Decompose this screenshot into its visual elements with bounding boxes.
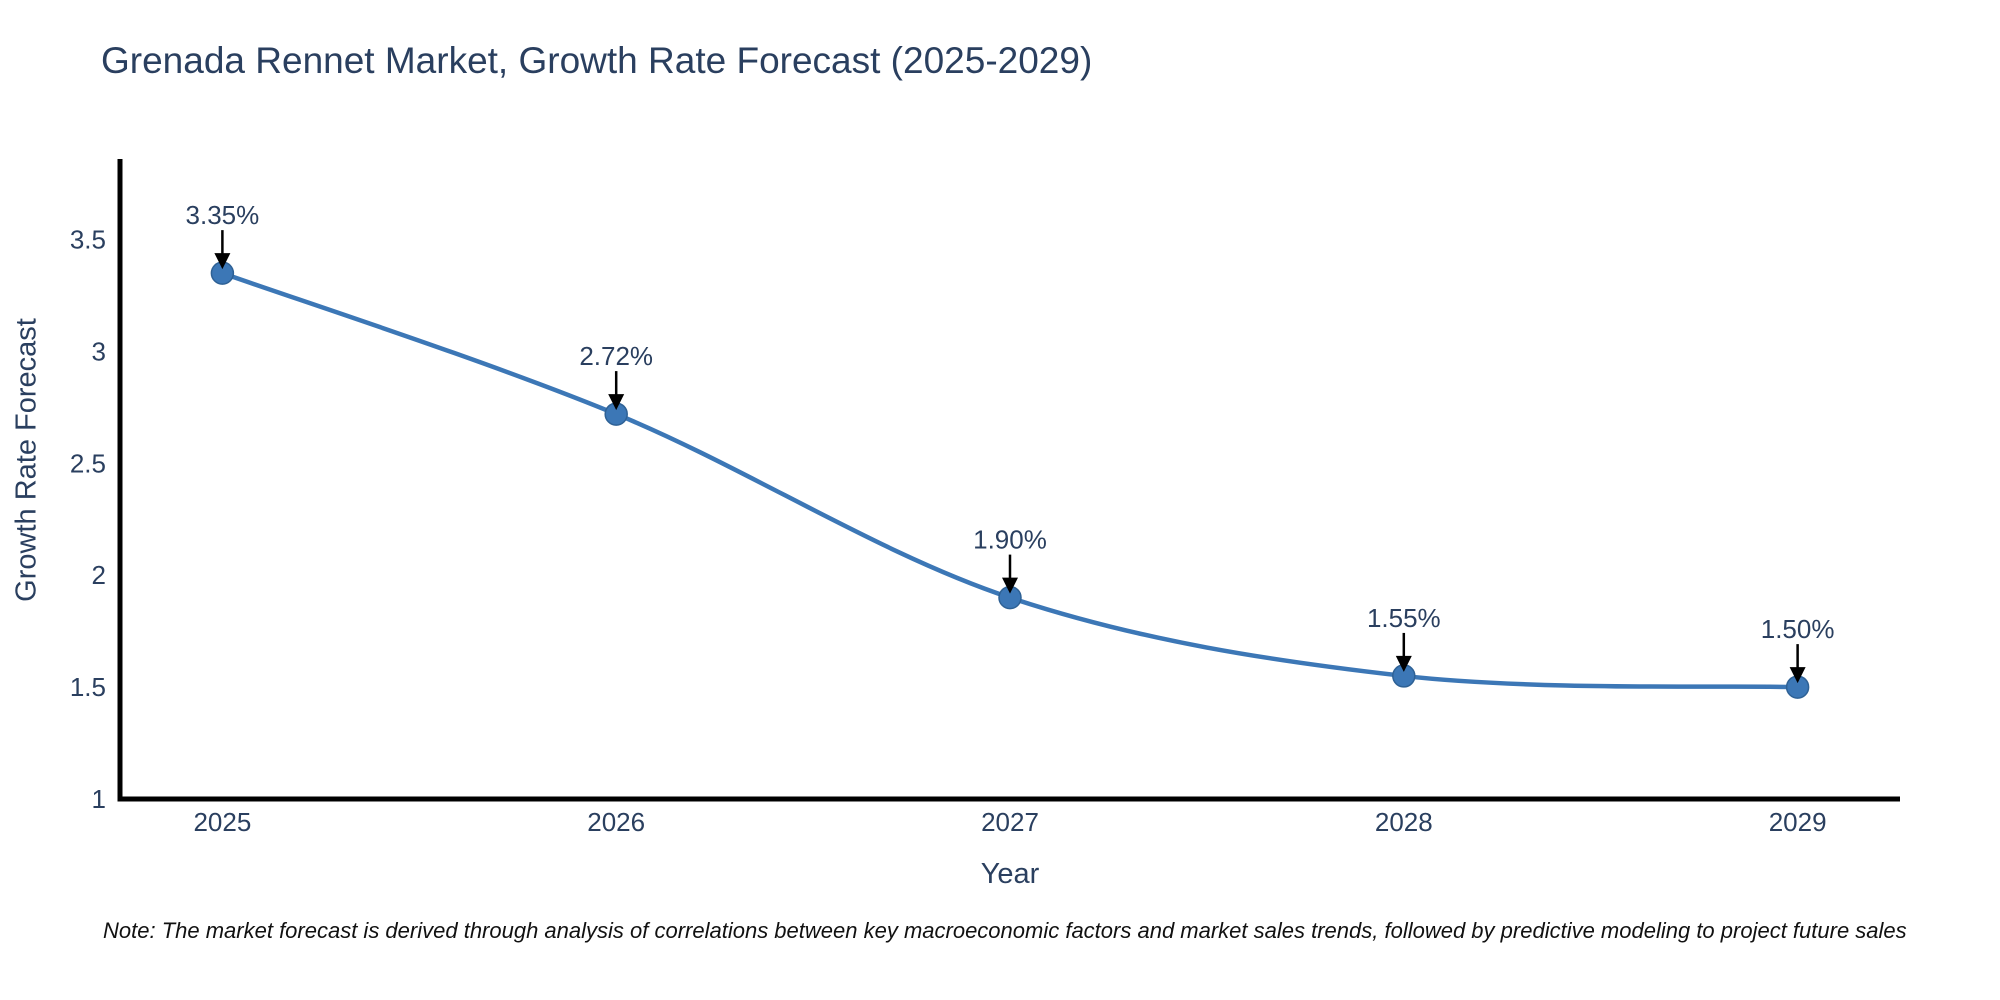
annotation-label: 1.90% xyxy=(973,525,1047,555)
annotation-arrow-head xyxy=(1789,667,1806,684)
y-axis-title: Growth Rate Forecast xyxy=(10,318,43,602)
annotation-arrow-head xyxy=(214,253,231,270)
annotation-arrow-head xyxy=(608,394,625,411)
x-tick-label: 2026 xyxy=(587,807,645,837)
x-axis-title: Year xyxy=(980,858,1040,890)
y-tick-label: 3 xyxy=(92,336,106,366)
annotation-label: 2.72% xyxy=(579,341,653,371)
annotation-arrow-head xyxy=(1002,577,1018,594)
annotation-label: 3.35% xyxy=(186,200,260,230)
x-tick-label: 2028 xyxy=(1375,807,1433,837)
y-tick-label: 2.5 xyxy=(70,448,106,478)
y-tick-label: 2 xyxy=(92,560,106,590)
annotation-label: 1.50% xyxy=(1761,614,1835,644)
x-tick-label: 2025 xyxy=(193,807,251,837)
y-tick-label: 1.5 xyxy=(70,672,106,702)
footnote: Note: The market forecast is derived thr… xyxy=(103,918,1907,943)
x-tick-label: 2027 xyxy=(981,807,1039,837)
x-tick-label: 2029 xyxy=(1769,807,1827,837)
annotation-arrow-head xyxy=(1395,655,1412,672)
annotation-label: 1.55% xyxy=(1367,603,1441,633)
chart-title: Grenada Rennet Market, Growth Rate Forec… xyxy=(101,40,1093,81)
y-tick-label: 3.5 xyxy=(70,225,106,255)
series-line xyxy=(220,270,1800,690)
y-tick-label: 1 xyxy=(92,784,106,814)
